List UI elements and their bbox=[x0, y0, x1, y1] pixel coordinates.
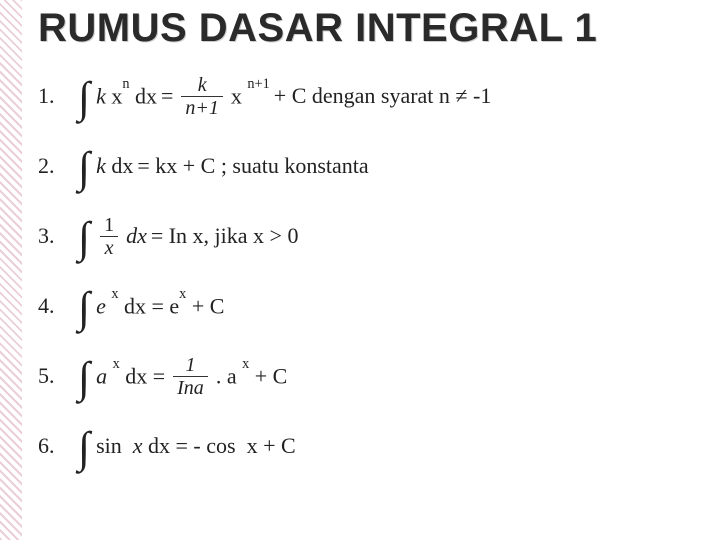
formula-row-5: 5. ∫ a x dx = 1 Ina . a x + C bbox=[38, 345, 700, 407]
formula-3: ∫ 1 x dx = In x, jika x > 0 bbox=[78, 215, 298, 258]
integral-sign: ∫ bbox=[78, 363, 90, 394]
formula-row-2: 2. ∫ k dx = kx + C ; suatu konstanta bbox=[38, 135, 700, 197]
formula-row-4: 4. ∫ e x dx = ex + C bbox=[38, 275, 700, 337]
fraction: k n+1 bbox=[181, 75, 223, 118]
item-number: 1. bbox=[38, 83, 78, 109]
tail: = kx + C ; suatu konstanta bbox=[137, 153, 368, 179]
formula-list: 1. ∫ k xn dx = k n+1 x n+1 + C dengan sy… bbox=[38, 65, 700, 477]
formula-row-6: 6. ∫ sin x dx = - cos x + C bbox=[38, 415, 700, 477]
formula-row-3: 3. ∫ 1 x dx = In x, jika x > 0 bbox=[38, 205, 700, 267]
item-number: 2. bbox=[38, 153, 78, 179]
integrand: k xn dx bbox=[96, 83, 157, 109]
integrand: k dx bbox=[96, 153, 133, 179]
integral-sign: ∫ bbox=[78, 83, 90, 114]
item-number: 4. bbox=[38, 293, 78, 319]
formula-2: ∫ k dx = kx + C ; suatu konstanta bbox=[78, 151, 369, 182]
integral-sign: ∫ bbox=[78, 433, 90, 464]
integrand: e x dx = ex + C bbox=[96, 293, 224, 319]
tail: = In x, jika x > 0 bbox=[151, 223, 299, 249]
formula-6: ∫ sin x dx = - cos x + C bbox=[78, 431, 296, 462]
item-number: 5. bbox=[38, 363, 78, 389]
item-number: 6. bbox=[38, 433, 78, 459]
integral-sign: ∫ bbox=[78, 293, 90, 324]
formula-row-1: 1. ∫ k xn dx = k n+1 x n+1 + C dengan sy… bbox=[38, 65, 700, 127]
tail: . a x + C bbox=[216, 363, 288, 389]
formula-5: ∫ a x dx = 1 Ina . a x + C bbox=[78, 355, 287, 398]
integrand: sin x dx = - cos x + C bbox=[96, 433, 296, 459]
dx: dx bbox=[126, 223, 147, 249]
fraction: 1 x bbox=[100, 215, 118, 258]
item-number: 3. bbox=[38, 223, 78, 249]
formula-1: ∫ k xn dx = k n+1 x n+1 + C dengan syara… bbox=[78, 75, 491, 118]
page-title: RUMUS DASAR INTEGRAL 1 bbox=[38, 6, 700, 51]
tail: + C dengan syarat n ≠ -1 bbox=[274, 83, 492, 109]
integral-sign: ∫ bbox=[78, 223, 90, 254]
formula-4: ∫ e x dx = ex + C bbox=[78, 291, 224, 322]
after-frac: x n+1 bbox=[231, 83, 270, 109]
left-border-pattern bbox=[0, 0, 22, 540]
equals: = bbox=[161, 83, 173, 109]
slide-content: RUMUS DASAR INTEGRAL 1 1. ∫ k xn dx = k … bbox=[38, 6, 700, 485]
integrand-pre: a x dx = bbox=[96, 363, 165, 389]
fraction: 1 Ina bbox=[173, 355, 208, 398]
integral-sign: ∫ bbox=[78, 153, 90, 184]
